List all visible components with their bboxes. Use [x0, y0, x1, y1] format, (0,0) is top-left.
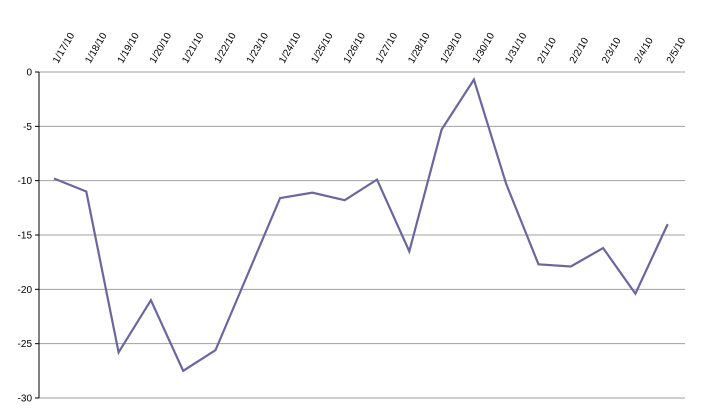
x-tick-label: 2/2/10: [568, 36, 592, 66]
x-tick-label: 1/24/10: [277, 31, 303, 66]
x-tick-label: 2/3/10: [600, 36, 624, 66]
y-tick-label: -25: [18, 339, 33, 350]
y-tick-label: -30: [18, 394, 33, 405]
y-tick-label: 0: [26, 68, 32, 79]
x-tick-label: 1/17/10: [51, 31, 77, 66]
series-layer: [53, 77, 669, 373]
x-tick-label: 1/29/10: [439, 31, 465, 66]
y-tick-label: -20: [18, 285, 33, 296]
x-tick-label: 1/22/10: [213, 31, 239, 66]
x-tick-label: 1/28/10: [406, 31, 432, 66]
x-tick-label: 1/25/10: [309, 31, 335, 66]
x-tick-label: 1/18/10: [83, 31, 109, 66]
x-tick-labels: 1/17/10 1/18/10 1/19/10 1/20/10 1/21/10 1/22/…: [51, 31, 688, 66]
x-tick-label: 1/30/10: [471, 31, 497, 66]
y-tick-label: -5: [23, 122, 32, 133]
x-tick-label: 2/5/10: [665, 36, 689, 66]
x-tick-label: 1/27/10: [374, 31, 400, 66]
y-tick-labels: 0 -5 -10 -15 -20 -25 -30: [18, 68, 33, 405]
x-tick-label: 2/4/10: [632, 36, 656, 66]
gridlines: [39, 71, 685, 399]
x-tick-label: 1/19/10: [116, 31, 142, 66]
y-tick-label: -10: [18, 176, 33, 187]
x-tick-label: 1/26/10: [342, 31, 368, 66]
x-tick-label: 2/1/10: [536, 36, 560, 66]
series-line-0: [53, 77, 669, 373]
axes: [35, 71, 40, 399]
x-tick-label: 1/20/10: [148, 31, 174, 66]
y-tick-label: -15: [18, 231, 33, 242]
x-tick-label: 1/31/10: [503, 31, 529, 66]
x-tick-label: 1/23/10: [245, 31, 271, 66]
x-tick-label: 1/21/10: [180, 31, 206, 66]
